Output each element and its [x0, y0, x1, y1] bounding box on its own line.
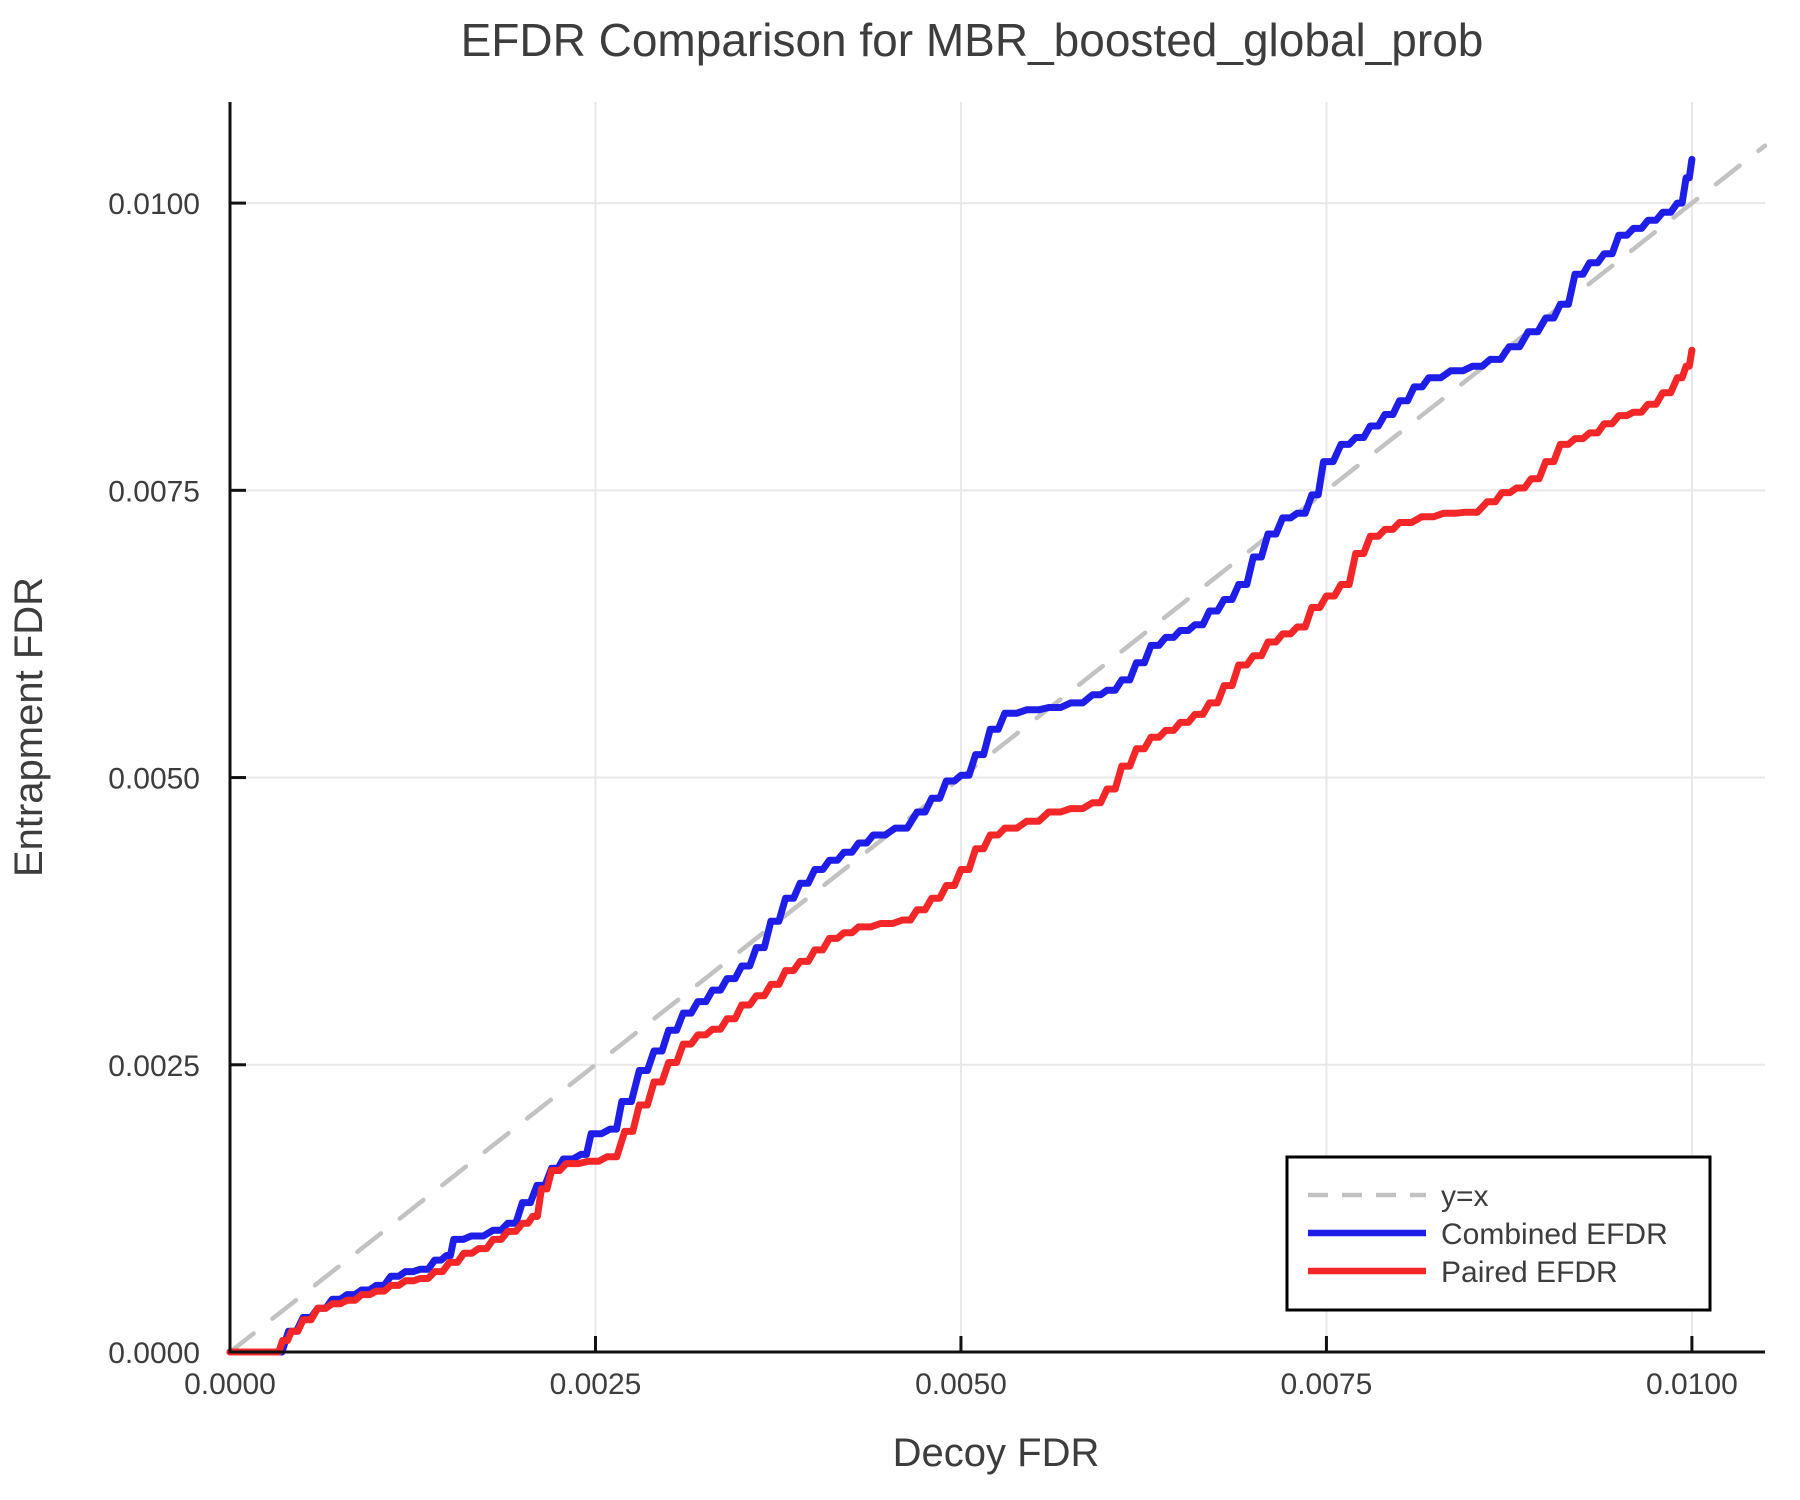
- paired-efdr-line: [226, 346, 1696, 1356]
- y-tick-label: 0.0100: [108, 188, 200, 221]
- legend-label-1: y=x: [1441, 1180, 1489, 1213]
- y-tick-label: 0.0050: [108, 763, 200, 796]
- legend-label-3: Paired EFDR: [1441, 1256, 1618, 1289]
- x-axis-label: Decoy FDR: [893, 1431, 1100, 1475]
- combined-efdr-line: [226, 155, 1696, 1356]
- y-tick-label: 0.0075: [108, 475, 200, 508]
- chart-title: EFDR Comparison for MBR_boosted_global_p…: [461, 14, 1484, 66]
- x-tick-label: 0.0025: [550, 1368, 642, 1401]
- x-tick-label: 0.0100: [1646, 1368, 1738, 1401]
- legend-label-2: Combined EFDR: [1441, 1218, 1668, 1251]
- x-tick-label: 0.0075: [1281, 1368, 1373, 1401]
- y-axis-label: Entrapment FDR: [7, 577, 51, 877]
- y-tick-label: 0.0000: [108, 1337, 200, 1370]
- x-tick-label: 0.0000: [184, 1368, 276, 1401]
- y-tick-label: 0.0025: [108, 1050, 200, 1083]
- x-tick-label: 0.0050: [915, 1368, 1007, 1401]
